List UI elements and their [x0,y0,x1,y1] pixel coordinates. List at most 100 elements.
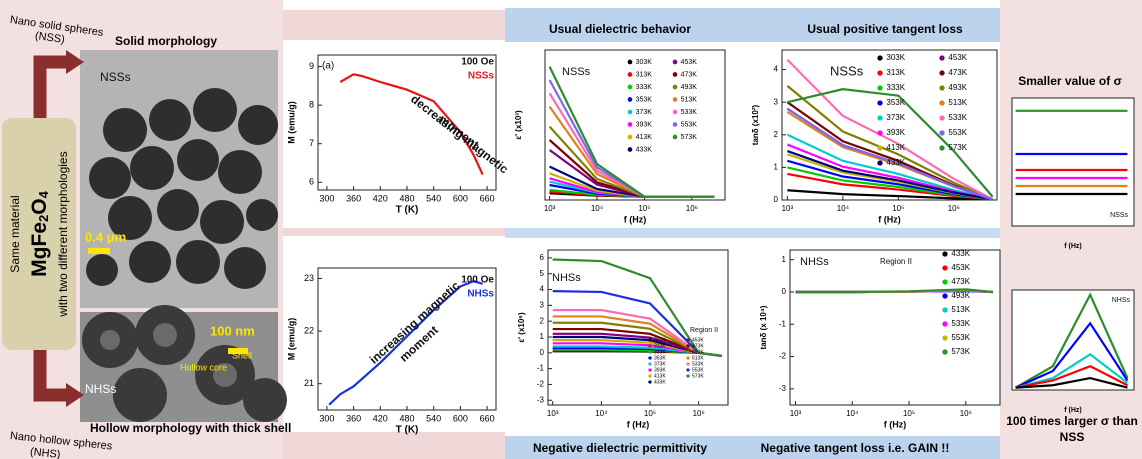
legend-marker [648,368,652,372]
x-axis-label: f (Hz) [1064,407,1082,414]
series-line [786,59,994,200]
y-axis-label: tanδ (x 10⁴) [759,305,768,349]
y-axis-label: tanδ (x10²) [751,104,760,145]
legend-label: 333K [636,84,653,91]
header: Usual positive tangent loss [807,22,963,36]
legend-marker [877,160,883,166]
chart: 10³ 10⁴ 10⁵ 10⁶ f (Hz) ε' (x10³) 303K 313K 333K 3… [514,49,726,224]
arrow [33,350,68,402]
x-tick-label: 10⁵ [638,204,650,213]
y-tick-label: 4 [540,285,545,294]
legend-marker [686,356,690,360]
y-tick-label: 4 [774,65,779,74]
header: Usual dielectric behavior [549,22,691,36]
formula-part: MgFe [28,222,51,277]
legend-label: 513K [951,305,970,314]
annotation: (a) [322,61,334,72]
legend-label: 433K [654,379,666,385]
series-line [1015,292,1129,389]
tag: NHSs [85,382,116,396]
legend-label: 393K [636,121,653,128]
annotation: NSSs [468,71,495,82]
legend-marker [939,85,945,91]
mid-bar [505,228,1000,238]
legend-label: 493K [948,83,967,92]
series-line [786,85,994,200]
legend-label: 413K [654,373,666,379]
legend-label: 553K [948,128,967,137]
annotation: NHSs [552,272,581,284]
series-line [1015,376,1128,389]
formula-part: O [28,198,51,214]
formula-part: 2 [36,215,51,222]
header: Negative dielectric permittivity [533,441,707,455]
legend-marker [672,72,678,77]
legend-marker [877,70,883,76]
nhs-label: (NHS) [29,446,61,459]
y-tick-label: 3 [774,97,779,106]
header: 100 times larger σ than [1006,414,1138,428]
y-tick-label: 0 [782,287,787,296]
legend-marker [939,100,945,106]
series-line [786,107,993,200]
formula-part: 4 [36,190,51,198]
header: Negative tangent loss i.e. GAIN !! [761,441,950,455]
plot-frame [789,249,1001,406]
legend-label: 573K [951,347,970,356]
legend-label: 373K [654,361,666,367]
side-text: with two different morphologies [56,151,70,317]
legend-label: 573K [692,373,704,379]
header: Smaller value of σ [1018,74,1122,88]
legend-label: 453K [948,53,967,62]
legend-label: 513K [681,96,698,103]
x-tick-label: 540 [426,193,441,203]
legend-marker [939,70,945,76]
legend-label: 453K [681,59,698,66]
legend-marker [672,122,678,127]
x-tick-label: 480 [399,413,414,423]
series-line [1015,364,1128,389]
x-tick-label: 540 [426,413,441,423]
chart: 300 360 420 480 540 600 660 21 22 23 T (K) M (emu/g… [286,267,497,436]
series-line [552,258,723,358]
legend-label: 303K [636,59,653,66]
x-tick-label: 10⁶ [960,409,972,418]
legend-label: 553K [951,333,970,342]
legend-label: 473K [951,277,970,286]
series-line [548,66,715,198]
legend-marker [648,356,652,360]
series-line [328,279,483,406]
annotation: NSSs [562,66,591,78]
x-tick-label: 10³ [547,409,559,418]
legend-label: 373K [886,113,905,122]
plot-frame [1011,97,1135,227]
y-tick-label: 2 [774,130,779,139]
legend-marker [648,338,652,342]
material-box [2,118,76,350]
legend-marker [686,362,690,366]
x-tick-label: 10⁴ [595,409,608,418]
legend-label: 393K [654,367,666,373]
chart: 10³ 10⁴ 10⁵ 10⁶ 0 1 2 3 4 f (Hz) tanδ (x10²) 303K 31… [751,49,998,224]
annotation: Region II [690,327,718,334]
series-line [787,189,993,200]
legend-label: 393K [886,128,905,137]
legend-marker [627,59,633,65]
band [283,228,505,236]
series-line [787,150,993,200]
legend-marker [627,97,633,102]
section-title: Solid morphology [115,34,217,48]
y-tick-label: 1 [782,255,787,264]
legend-label: 373K [636,109,653,116]
note: Hollow core [180,362,227,372]
legend-label: 453K [951,263,970,272]
legend-label: 333K [654,349,666,355]
legend-marker [942,307,948,313]
legend-label: 473K [681,71,698,78]
x-tick-label: 420 [373,193,388,203]
legend-label: 313K [886,68,905,77]
legend-label: 493K [692,349,704,355]
series-line [339,73,484,176]
legend-marker [942,321,948,327]
x-axis-label: f (Hz) [884,419,907,429]
